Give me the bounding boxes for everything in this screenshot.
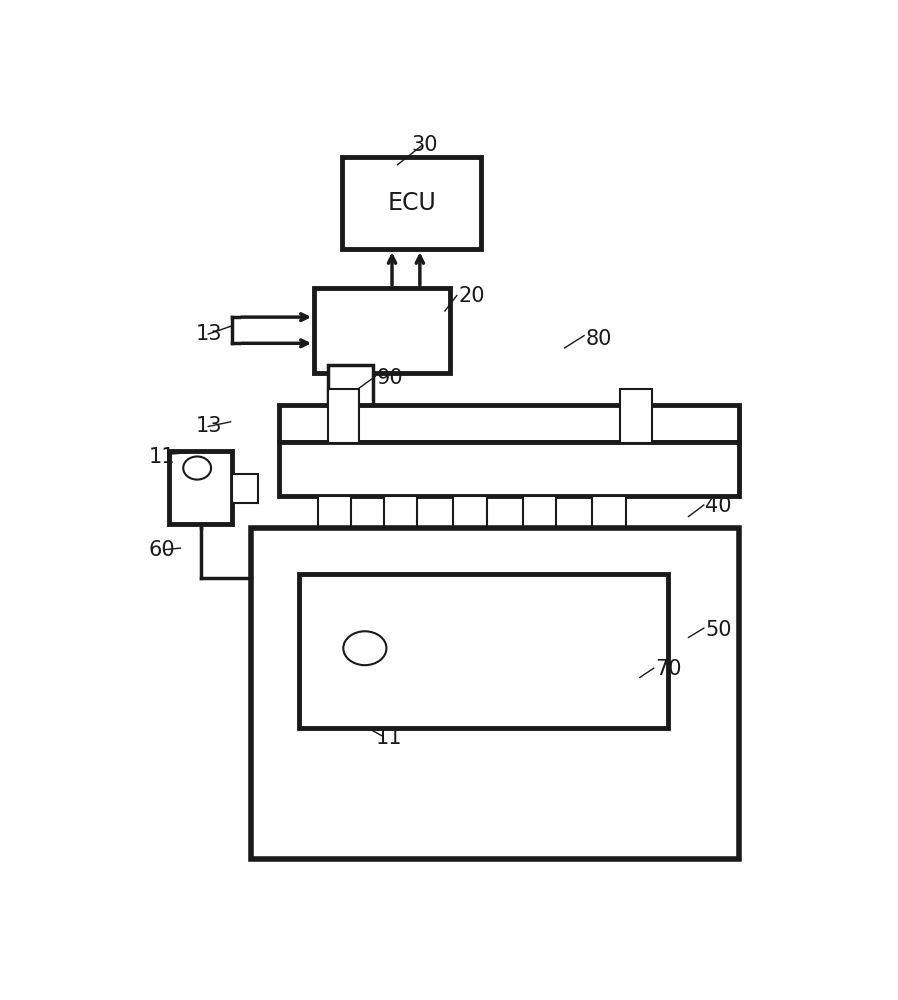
Bar (328, 365, 374, 405)
Text: 13: 13 (196, 416, 223, 436)
Bar (318, 496, 351, 554)
Bar (621, 389, 652, 443)
Text: 60: 60 (148, 540, 175, 560)
Bar (453, 496, 487, 554)
Text: 50: 50 (705, 620, 732, 641)
Text: 70: 70 (655, 659, 682, 679)
Text: 30: 30 (411, 135, 438, 155)
Text: 13: 13 (196, 324, 223, 344)
Bar (593, 496, 626, 554)
Bar (328, 389, 359, 443)
Bar (279, 442, 738, 496)
Text: 11: 11 (375, 728, 401, 748)
Text: 80: 80 (585, 329, 612, 349)
Bar (383, 496, 417, 554)
Bar (314, 288, 450, 373)
Ellipse shape (183, 456, 211, 480)
Bar (251, 528, 738, 859)
Text: ECU: ECU (387, 191, 436, 215)
Bar (232, 474, 259, 503)
Ellipse shape (343, 631, 386, 665)
Bar (170, 451, 232, 524)
Bar (342, 157, 481, 249)
Text: 11: 11 (148, 447, 175, 467)
Bar (523, 496, 556, 554)
Text: 90: 90 (377, 368, 403, 388)
Bar (299, 574, 667, 728)
Text: 20: 20 (459, 286, 485, 306)
Text: 40: 40 (705, 496, 732, 516)
Bar (279, 405, 738, 442)
